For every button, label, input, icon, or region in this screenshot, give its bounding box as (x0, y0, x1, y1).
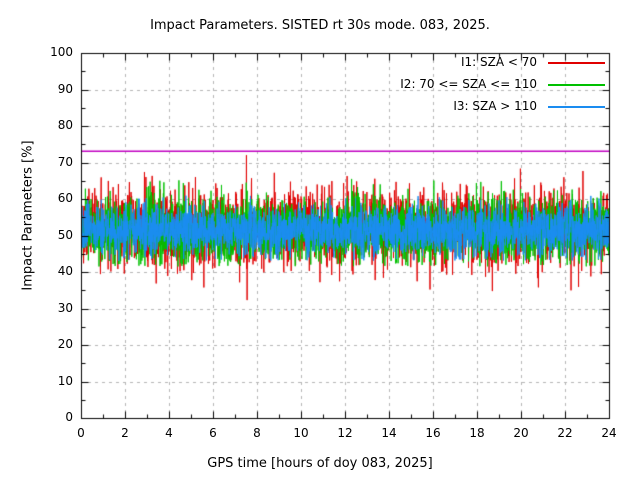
x-tick-label: 16 (425, 426, 441, 440)
y-tick-label: 10 (57, 373, 73, 388)
legend-swatch-1 (548, 62, 605, 64)
x-tick-label: 14 (381, 426, 397, 440)
x-tick-label: 22 (557, 426, 573, 440)
y-tick-label: 90 (57, 81, 73, 96)
legend-swatch-3 (548, 106, 605, 108)
y-tick-label: 100 (50, 45, 73, 59)
y-tick-label: 70 (57, 154, 73, 169)
y-tick-label: 50 (57, 227, 73, 242)
x-tick-label: 6 (209, 426, 217, 440)
x-tick-label: 12 (337, 426, 353, 440)
y-tick-label: 30 (57, 300, 73, 315)
x-tick-label: 10 (293, 426, 309, 440)
y-tick-label: 0 (65, 410, 73, 424)
y-tick-label: 60 (57, 191, 73, 205)
x-tick-label: 20 (513, 426, 529, 440)
legend-label-1: I1: SZA < 70 (460, 55, 537, 69)
legend-label-2: I2: 70 <= SZA <= 110 (400, 77, 537, 91)
y-tick-label: 40 (57, 264, 73, 278)
x-tick-label: 2 (121, 426, 129, 440)
x-tick-label: 18 (469, 426, 485, 440)
y-tick-label: 20 (57, 337, 73, 351)
x-tick-label: 0 (77, 426, 85, 440)
legend-swatch-2 (548, 84, 605, 86)
y-tick-label: 80 (57, 118, 73, 132)
x-axis-label: GPS time [hours of doy 083, 2025] (207, 456, 433, 471)
legend-label-3: I3: SZA > 110 (453, 99, 537, 113)
x-tick-label: 4 (165, 426, 173, 440)
x-tick-label: 8 (253, 426, 261, 440)
y-axis-label: Impact Parameters [%] (20, 140, 36, 291)
x-tick-label: 24 (601, 426, 617, 440)
